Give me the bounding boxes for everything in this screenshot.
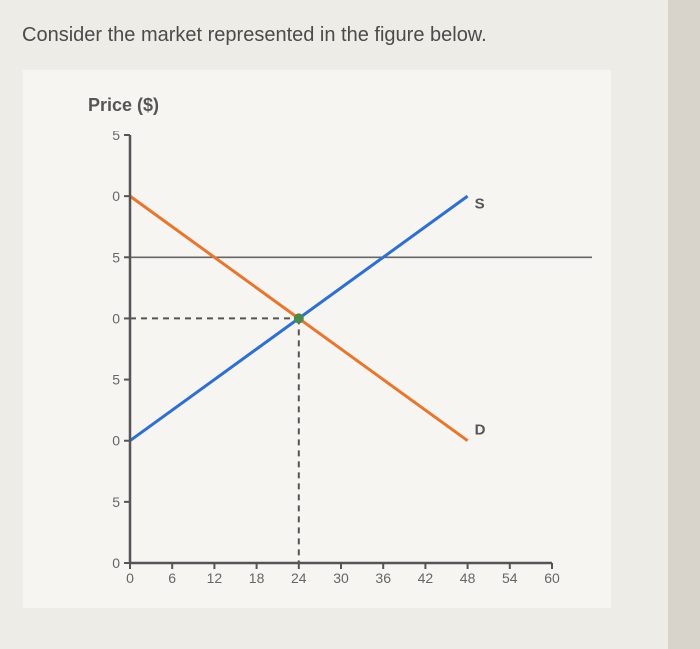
svg-text:36: 36 [375,570,391,586]
chart-svg: S D 0 5 10 15 20 25 30 35 0 6 12 18 24 30 36 42 48 54 60 [112,131,592,591]
svg-text:35: 35 [112,131,120,143]
y-axis-title: Price ($) [88,95,159,116]
svg-text:60: 60 [544,570,560,586]
svg-text:25: 25 [112,249,120,265]
svg-text:48: 48 [460,570,476,586]
svg-text:6: 6 [168,570,176,586]
svg-text:0: 0 [112,555,120,571]
svg-text:S: S [475,195,485,212]
svg-text:42: 42 [418,570,434,586]
page: Consider the market represented in the f… [0,0,668,649]
svg-text:54: 54 [502,570,518,586]
svg-text:0: 0 [126,570,134,586]
chart-panel: Price ($) S D 0 5 10 15 20 25 30 35 0 6 12 18 24 30 36 42… [22,69,612,609]
svg-text:12: 12 [207,570,223,586]
chart-plot: SD0510152025303506121824303642485460 [112,131,592,571]
svg-text:24: 24 [291,570,307,586]
question-prompt: Consider the market represented in the f… [22,24,650,47]
svg-text:30: 30 [112,188,120,204]
svg-text:5: 5 [112,494,120,510]
svg-text:10: 10 [112,433,120,449]
svg-text:D: D [475,422,486,439]
svg-text:18: 18 [249,570,265,586]
svg-text:30: 30 [333,570,349,586]
svg-text:15: 15 [112,372,120,388]
svg-text:20: 20 [112,310,120,326]
